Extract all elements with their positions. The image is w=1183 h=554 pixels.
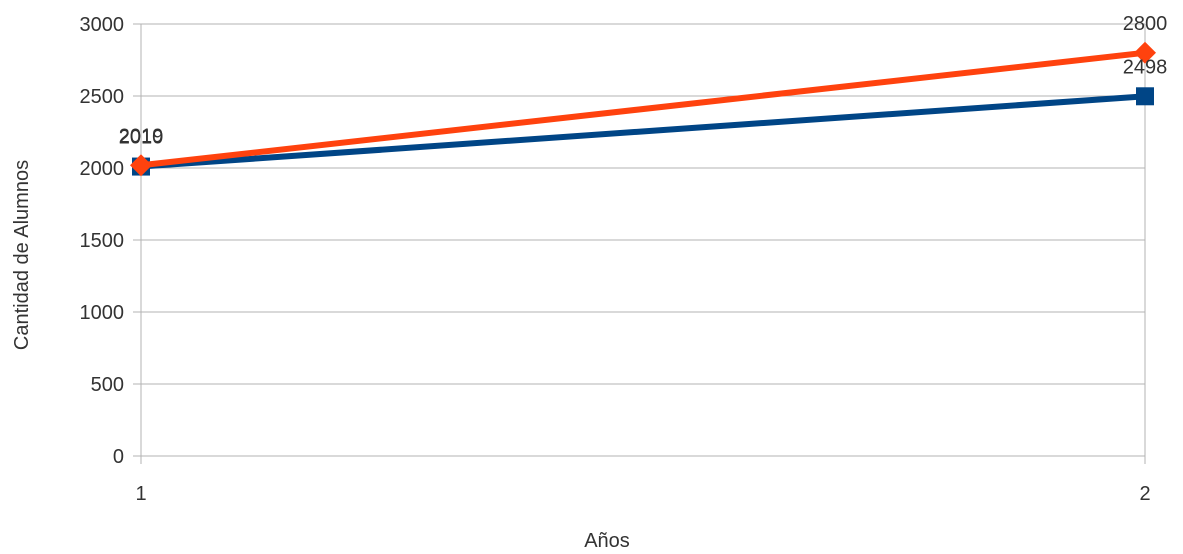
y-tick-label-500: 500 xyxy=(91,374,124,396)
y-tick-label-1000: 1000 xyxy=(80,302,125,324)
series-2-data-label-1: 2019 xyxy=(119,125,164,147)
series-1-data-label-1: 2010 xyxy=(119,127,164,149)
series-2-point-1 xyxy=(130,154,152,177)
y-tick-label-0: 0 xyxy=(113,446,124,468)
series-1-data-label-2: 2498 xyxy=(1123,56,1168,78)
y-tick-label-2000: 2000 xyxy=(80,158,125,180)
series-2-line xyxy=(140,49,1146,169)
x-tick-label-2: 2 xyxy=(1139,483,1150,505)
series-1-point-2 xyxy=(1136,87,1154,106)
data-labels: 2010 2498 2019 2800 xyxy=(119,13,1168,149)
gridlines xyxy=(141,23,1145,457)
x-axis-title: Años xyxy=(584,530,630,552)
y-tick-label-3000: 3000 xyxy=(80,14,125,36)
y-tick-label-1500: 1500 xyxy=(80,230,125,252)
y-tick-labels: 0 500 1000 1500 2000 2500 3000 xyxy=(80,14,125,468)
x-tick-label-1: 1 xyxy=(135,483,146,505)
series-1-line xyxy=(140,93,1146,170)
axes xyxy=(133,23,1146,464)
series-2-point-2 xyxy=(1134,41,1156,64)
series-2-data-label-2: 2800 xyxy=(1123,13,1168,35)
y-tick-label-2500: 2500 xyxy=(80,86,125,108)
y-axis-title: Cantidad de Alumnos xyxy=(11,160,33,350)
series-layer xyxy=(130,41,1156,177)
